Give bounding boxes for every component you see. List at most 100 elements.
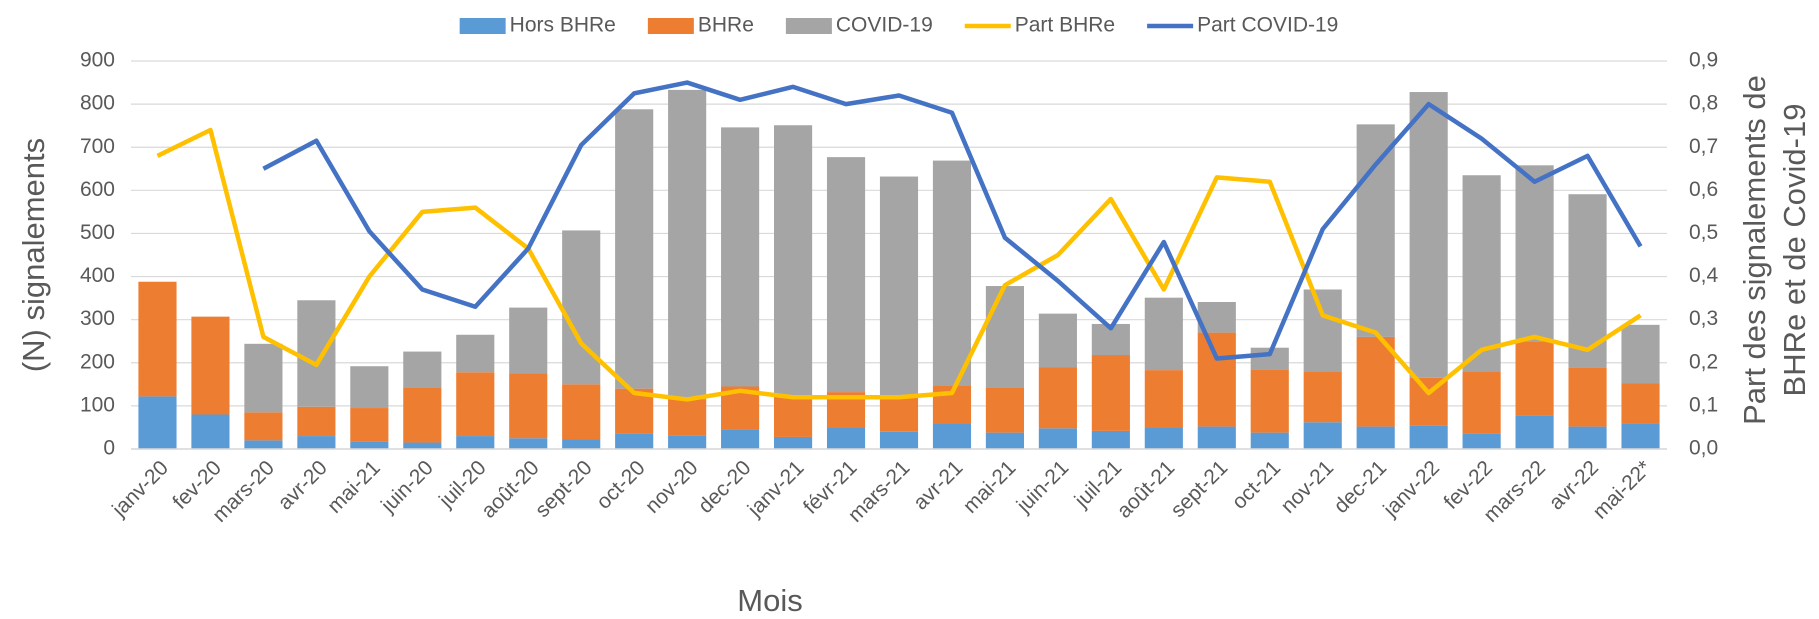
x-tick-label: avr-20 (273, 456, 331, 514)
bar-segment (456, 372, 495, 437)
legend-label: Hors BHRe (510, 14, 616, 37)
bar-segment (1144, 427, 1183, 449)
bar-segment (879, 395, 919, 432)
bar-segment (826, 157, 866, 393)
y-tick-label: 100 (80, 393, 115, 416)
bar-segment (350, 408, 389, 442)
bar-segment (1409, 92, 1448, 378)
bar-segment (1409, 377, 1448, 426)
bar-segment (1250, 369, 1289, 433)
bar-segment (562, 230, 601, 385)
x-tick-label: sept-20 (531, 456, 597, 522)
y2-tick-label: 0,4 (1689, 264, 1719, 287)
bar-segment (509, 307, 548, 374)
legend-label: Part COVID-19 (1197, 14, 1338, 37)
x-tick-label: août-21 (1113, 456, 1180, 523)
bar-segment (297, 406, 336, 437)
bar-segment (1462, 175, 1501, 372)
bar-segment (350, 441, 389, 449)
bar-segment (985, 286, 1024, 388)
y-tick-label: 500 (80, 221, 115, 244)
bar-segment (1356, 124, 1395, 337)
bar-segment (1144, 370, 1183, 428)
bar-segment (1515, 165, 1554, 342)
bar-segment (456, 334, 495, 373)
y2-tick-label: 0,3 (1689, 307, 1718, 330)
x-tick-label: juin-21 (1012, 456, 1074, 518)
bar-segment (138, 396, 177, 449)
y2-axis-title: Part des signalements de (1737, 75, 1772, 425)
bar-segment (244, 412, 283, 441)
bar-segment (1621, 423, 1660, 449)
bar-segment (774, 395, 813, 437)
bar-segment (826, 427, 866, 449)
bar-segment (138, 281, 177, 397)
y-tick-label: 400 (80, 264, 115, 287)
bar-segment (403, 387, 442, 443)
bar-segment (1568, 426, 1607, 449)
bar-segment (1409, 425, 1448, 449)
x-tick-label: mai-21 (323, 456, 385, 518)
bar-segment (1038, 428, 1077, 449)
bar-segment (1144, 297, 1183, 371)
bar-segment (1621, 383, 1660, 424)
x-tick-label: janv-20 (107, 456, 173, 522)
bar-segment (562, 439, 601, 449)
bar-segment (1356, 336, 1395, 427)
legend-label: Part BHRe (1015, 14, 1115, 37)
bar-segment (403, 351, 442, 388)
bar-segment (721, 127, 760, 387)
bar-segment (1038, 367, 1077, 429)
bar-segment (879, 176, 919, 396)
bar-segment (456, 436, 495, 449)
y2-tick-label: 0,2 (1689, 350, 1718, 373)
bar-segment (1621, 324, 1660, 384)
y-tick-label: 700 (80, 135, 115, 158)
bar-segment (721, 429, 760, 449)
x-tick-label: janv-22 (1378, 456, 1444, 522)
legend-swatch (785, 18, 832, 34)
y2-tick-label: 0,7 (1689, 135, 1718, 158)
bar-segment (403, 442, 442, 449)
bar-segment (509, 438, 548, 449)
bar-segment (932, 423, 972, 449)
bar-segment (1197, 332, 1236, 427)
x-tick-label: nov-21 (1277, 456, 1339, 518)
bar-segment (509, 373, 548, 439)
x-tick-label: janv-21 (743, 456, 809, 522)
bar-segment (1515, 415, 1554, 449)
bar-segment (191, 316, 230, 415)
bar-segment (615, 433, 654, 449)
legend-label: BHRe (698, 14, 754, 37)
y2-tick-label: 0,8 (1689, 92, 1718, 115)
line-series (156, 127, 1642, 402)
bar-segment (1462, 433, 1501, 449)
legend-swatch (459, 18, 506, 34)
y2-tick-label: 0,6 (1689, 178, 1718, 201)
bar-segment (562, 384, 601, 440)
bar-segment (668, 89, 707, 400)
bar-segment (668, 399, 707, 436)
y2-tick-label: 0,5 (1689, 221, 1718, 244)
x-tick-label: mai-22* (1589, 456, 1656, 523)
bar-segment (297, 436, 336, 449)
bar-segment (1091, 355, 1130, 431)
x-tick-label: nov-20 (641, 456, 703, 518)
x-tick-label: sept-21 (1166, 456, 1232, 522)
x-tick-label: avr-21 (909, 456, 967, 514)
bar-segment (1303, 371, 1342, 423)
bar-segment (774, 436, 813, 449)
bar-segment (1197, 426, 1236, 449)
y2-tick-label: 0,9 (1689, 49, 1718, 72)
bar-segment (1091, 430, 1130, 449)
bar-segment (350, 366, 389, 409)
bar-segment (1303, 422, 1342, 449)
bar-segment (191, 414, 230, 449)
bar-segment (1568, 367, 1607, 427)
y-tick-label: 600 (80, 178, 115, 201)
bar-segment (1250, 432, 1289, 449)
legend-label: COVID-19 (836, 14, 933, 37)
y2-tick-label: 0,1 (1689, 393, 1718, 416)
bar-segment (985, 387, 1024, 433)
